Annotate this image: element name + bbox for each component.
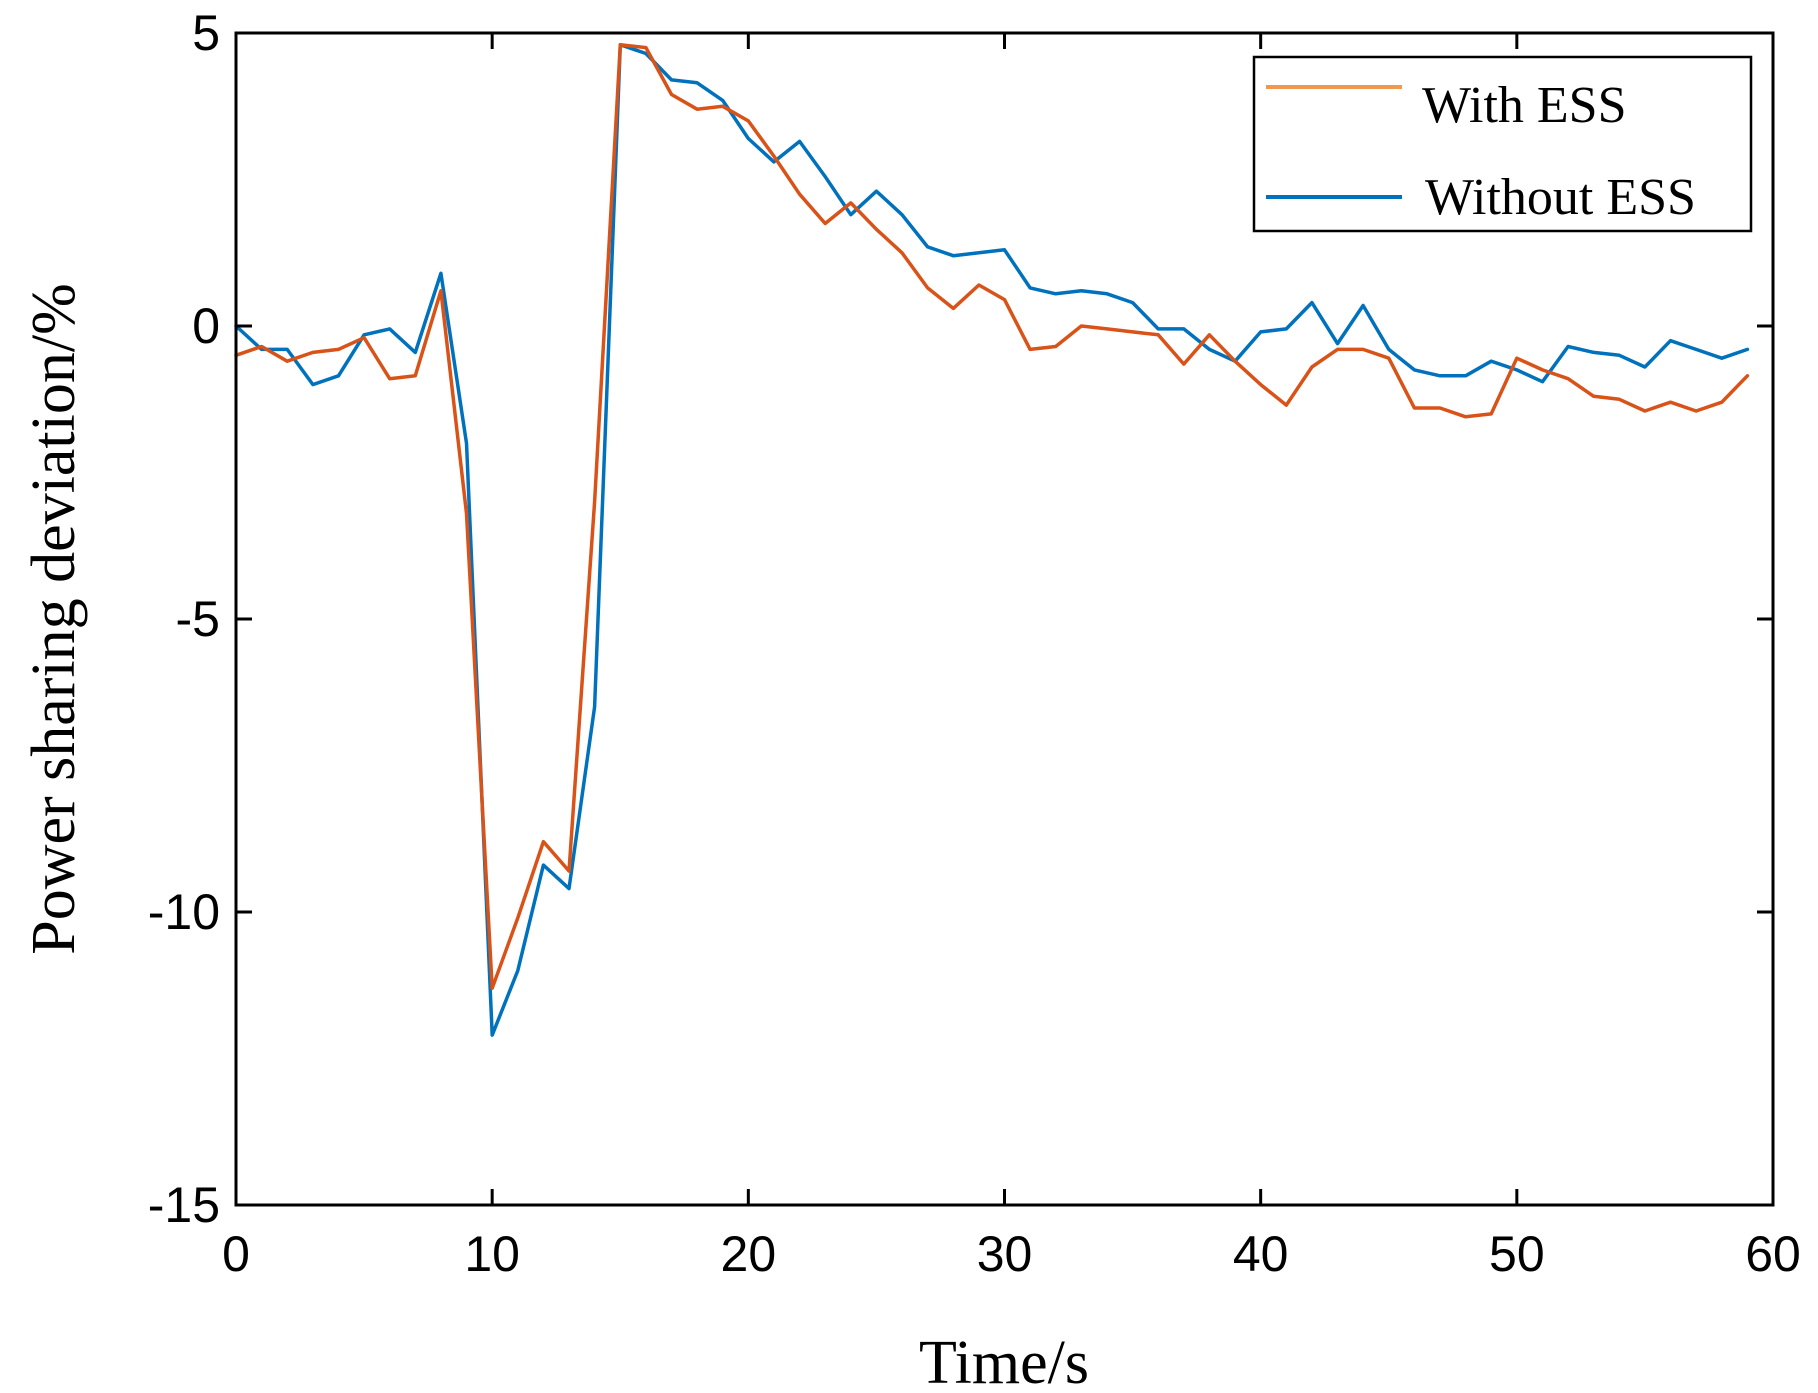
x-tick-label: 20: [721, 1226, 777, 1282]
y-tick-label: 5: [192, 5, 220, 61]
legend-label-without-ess: Without ESS: [1425, 169, 1696, 226]
x-tick-label: 50: [1489, 1226, 1545, 1282]
x-tick-label: 40: [1233, 1226, 1289, 1282]
x-axis-title: Time/s: [919, 1329, 1089, 1393]
y-axis-title: Power sharing deviation/%: [20, 283, 88, 955]
series-layer: [234, 42, 1750, 1037]
x-tick-label: 10: [464, 1226, 520, 1282]
x-tick-label: 0: [222, 1226, 250, 1282]
series-line-with-ess: [234, 42, 1750, 990]
legend: With ESS Without ESS: [1252, 55, 1753, 233]
legend-label-with-ess: With ESS: [1422, 77, 1627, 134]
y-tick-label: -15: [148, 1177, 220, 1233]
x-tick-label: 30: [977, 1226, 1033, 1282]
x-tick-label: 60: [1745, 1226, 1801, 1282]
y-tick-label: 0: [192, 298, 220, 354]
y-tick-label: -5: [176, 591, 220, 647]
y-tick-label: -10: [148, 884, 220, 940]
